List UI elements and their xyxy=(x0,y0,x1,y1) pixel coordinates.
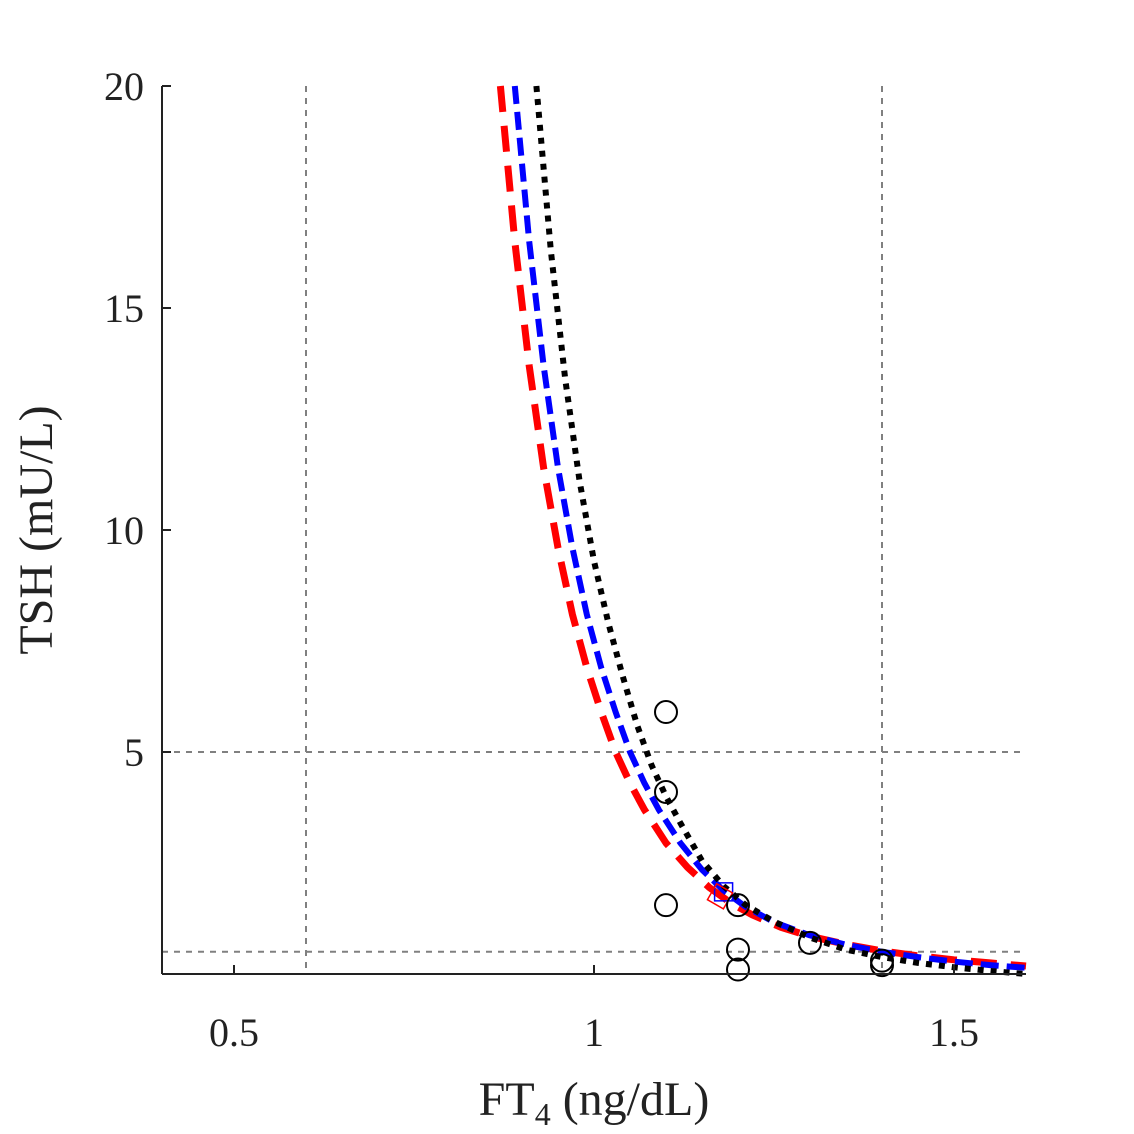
red-diamond-marker xyxy=(706,882,734,910)
y-axis-title: TSH (mU/L) xyxy=(10,405,63,654)
data-point xyxy=(870,953,894,978)
y-tick-label: 5 xyxy=(124,730,144,775)
x-axis-title: FT4 (ng/dL) xyxy=(479,1073,710,1132)
blue-square-marker xyxy=(713,882,734,902)
data-point xyxy=(798,930,822,955)
data-point xyxy=(654,779,678,804)
y-tick-label: 10 xyxy=(104,508,144,553)
x-axis-title-main: FT xyxy=(479,1073,535,1126)
tick-layer: 0.5 1 1.5 5 10 15 20 xyxy=(104,64,979,1055)
x-tick-label: 1.5 xyxy=(929,1010,979,1055)
x-tick-label: 1 xyxy=(584,1010,604,1055)
data-point xyxy=(726,893,750,918)
series-layer xyxy=(496,85,1027,977)
x-axis-title-subscript: 4 xyxy=(535,1096,551,1132)
data-point xyxy=(726,957,750,982)
y-tick-label: 15 xyxy=(104,286,144,331)
data-point xyxy=(726,937,750,962)
marker-layer xyxy=(654,700,894,982)
x-tick-label: 0.5 xyxy=(209,1010,259,1055)
data-point xyxy=(654,700,678,725)
series-line-fit-blue-dashed xyxy=(511,85,1027,971)
data-point xyxy=(654,893,678,918)
y-tick-label: 20 xyxy=(104,64,144,109)
series-line-fit-red-dashed xyxy=(496,85,1027,970)
x-axis-title-unit: (ng/dL) xyxy=(551,1073,710,1126)
